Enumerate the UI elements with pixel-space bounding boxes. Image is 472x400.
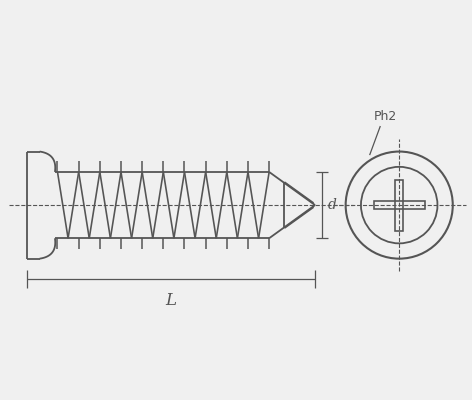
Text: L: L: [165, 292, 176, 309]
Text: Ph2: Ph2: [374, 110, 397, 124]
Text: d: d: [328, 198, 337, 212]
